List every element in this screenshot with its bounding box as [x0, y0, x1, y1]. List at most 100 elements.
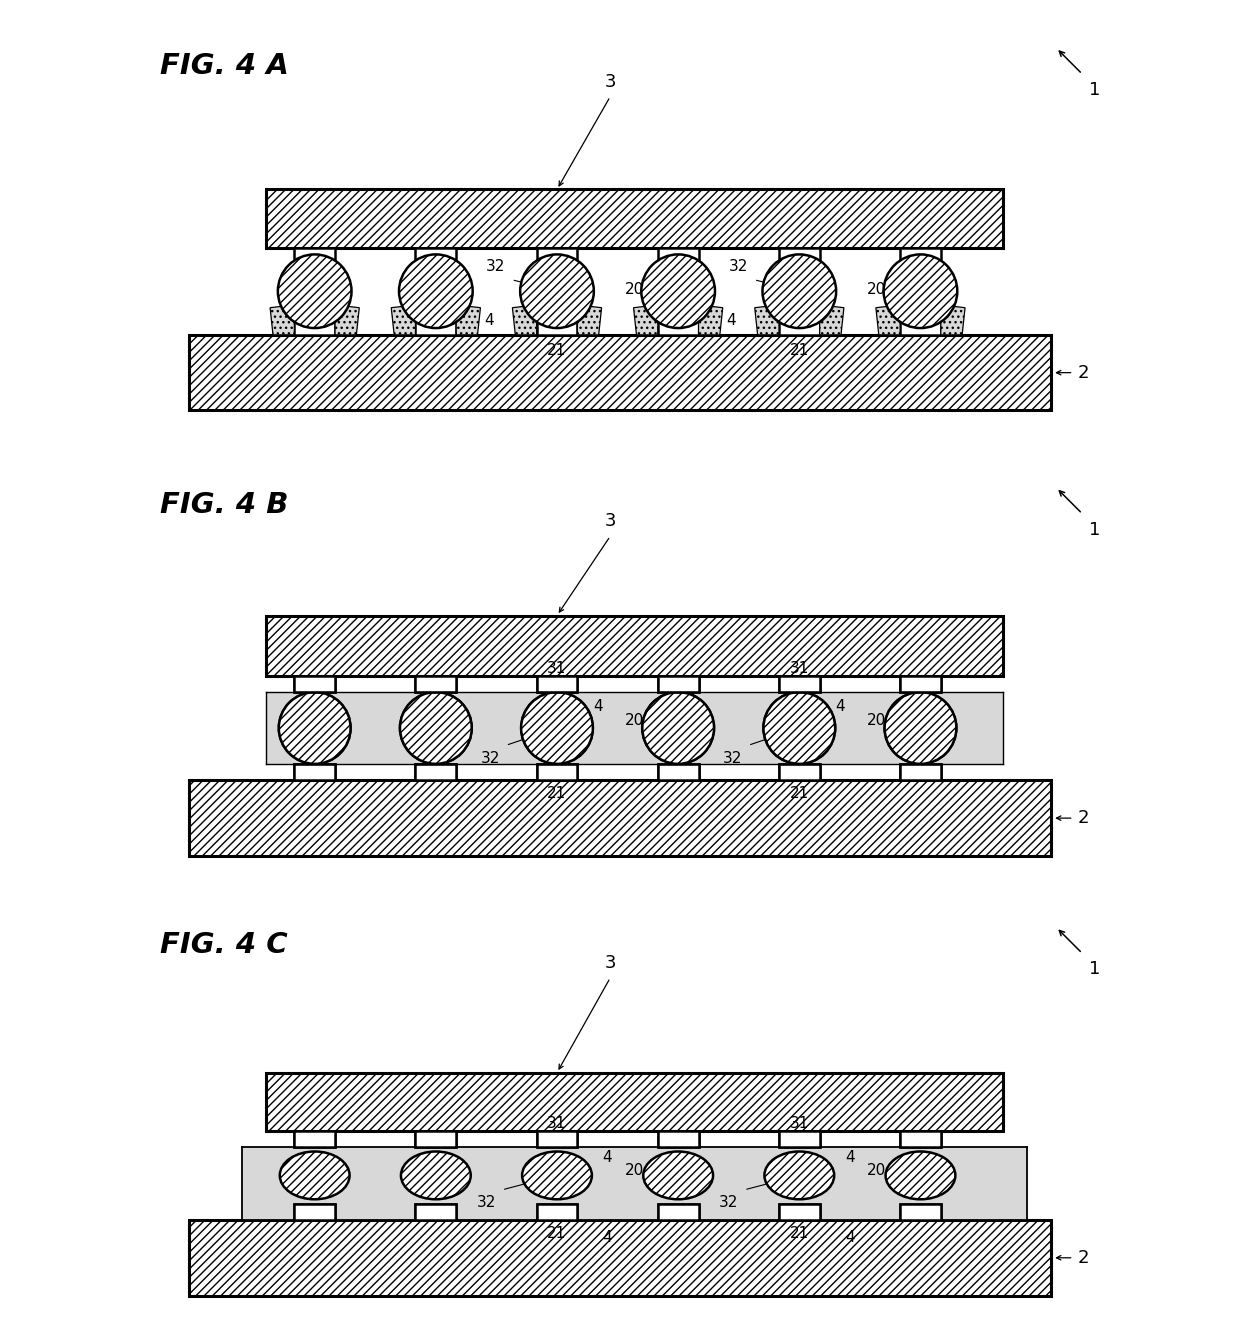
- Polygon shape: [270, 306, 294, 335]
- Bar: [900, 675, 941, 693]
- Bar: [267, 615, 1003, 675]
- Bar: [294, 1203, 335, 1219]
- Polygon shape: [820, 306, 844, 335]
- Text: 21: 21: [790, 1226, 808, 1241]
- Bar: [779, 764, 820, 780]
- Circle shape: [764, 693, 836, 764]
- Bar: [415, 675, 456, 693]
- Bar: [294, 1203, 335, 1219]
- Bar: [900, 764, 941, 780]
- Text: 21: 21: [547, 787, 567, 801]
- Polygon shape: [242, 1147, 1027, 1219]
- Bar: [900, 1203, 941, 1219]
- Bar: [657, 1203, 698, 1219]
- Text: FIG. 4 A: FIG. 4 A: [160, 52, 289, 80]
- Bar: [779, 675, 820, 693]
- Text: 32: 32: [486, 259, 506, 273]
- Bar: [900, 1131, 941, 1147]
- Text: FIG. 4 C: FIG. 4 C: [160, 931, 288, 959]
- Bar: [415, 1131, 456, 1147]
- Text: 20: 20: [625, 281, 644, 296]
- Bar: [537, 248, 578, 264]
- Text: 21: 21: [547, 1226, 567, 1241]
- Text: 3: 3: [605, 72, 616, 91]
- Circle shape: [401, 693, 471, 764]
- Polygon shape: [755, 306, 779, 335]
- Bar: [779, 248, 820, 264]
- Text: 2: 2: [1078, 363, 1089, 382]
- Bar: [657, 764, 698, 780]
- Bar: [900, 319, 941, 335]
- Polygon shape: [578, 306, 601, 335]
- Text: 4: 4: [836, 699, 844, 714]
- Bar: [267, 1072, 1003, 1131]
- Bar: [294, 1131, 335, 1147]
- Text: 32: 32: [719, 1195, 738, 1210]
- Bar: [779, 1203, 820, 1219]
- Bar: [537, 675, 578, 693]
- Bar: [415, 1131, 456, 1147]
- Text: 1: 1: [1089, 961, 1100, 978]
- Bar: [900, 675, 941, 693]
- Ellipse shape: [644, 1151, 713, 1199]
- Text: 31: 31: [790, 291, 808, 306]
- Text: 20: 20: [867, 281, 887, 296]
- Bar: [779, 675, 820, 693]
- Text: 21: 21: [790, 343, 808, 358]
- Bar: [779, 1131, 820, 1147]
- Text: 32: 32: [476, 1195, 496, 1210]
- Bar: [294, 675, 335, 693]
- Bar: [900, 764, 941, 780]
- Text: 4: 4: [844, 1151, 854, 1166]
- Bar: [267, 189, 1003, 248]
- Bar: [294, 764, 335, 780]
- Text: 32: 32: [480, 752, 500, 766]
- Circle shape: [278, 691, 351, 765]
- Bar: [900, 1203, 941, 1219]
- Text: 31: 31: [790, 661, 808, 675]
- Circle shape: [884, 693, 956, 764]
- Text: 31: 31: [547, 1116, 567, 1131]
- Circle shape: [641, 255, 715, 328]
- Text: 31: 31: [547, 661, 567, 675]
- Circle shape: [763, 255, 836, 328]
- Text: 32: 32: [723, 752, 742, 766]
- Ellipse shape: [280, 1151, 350, 1199]
- Polygon shape: [335, 306, 360, 335]
- Circle shape: [884, 255, 957, 328]
- Bar: [415, 319, 456, 335]
- Bar: [779, 1131, 820, 1147]
- Bar: [657, 319, 698, 335]
- Bar: [657, 1203, 698, 1219]
- Ellipse shape: [522, 1151, 591, 1199]
- Bar: [779, 1203, 820, 1219]
- Bar: [294, 248, 335, 264]
- Text: 3: 3: [605, 512, 616, 531]
- Circle shape: [642, 693, 714, 764]
- Bar: [657, 764, 698, 780]
- Text: 2: 2: [1078, 809, 1089, 827]
- Bar: [657, 675, 698, 693]
- Text: 21: 21: [790, 787, 808, 801]
- Bar: [537, 1203, 578, 1219]
- Text: 4: 4: [603, 1230, 613, 1245]
- Polygon shape: [512, 306, 537, 335]
- Bar: [415, 1203, 456, 1219]
- Ellipse shape: [764, 1151, 835, 1199]
- Bar: [537, 1203, 578, 1219]
- Text: 20: 20: [625, 713, 644, 728]
- Polygon shape: [392, 306, 415, 335]
- Text: 4: 4: [844, 1230, 854, 1245]
- Text: 4: 4: [603, 1151, 613, 1166]
- Polygon shape: [698, 306, 723, 335]
- Bar: [415, 764, 456, 780]
- Text: 31: 31: [547, 291, 567, 306]
- Text: 20: 20: [867, 1163, 887, 1178]
- Bar: [188, 335, 1052, 410]
- Bar: [294, 675, 335, 693]
- Circle shape: [279, 693, 351, 764]
- Polygon shape: [456, 306, 480, 335]
- Circle shape: [520, 255, 594, 328]
- Ellipse shape: [401, 1151, 471, 1199]
- Bar: [415, 764, 456, 780]
